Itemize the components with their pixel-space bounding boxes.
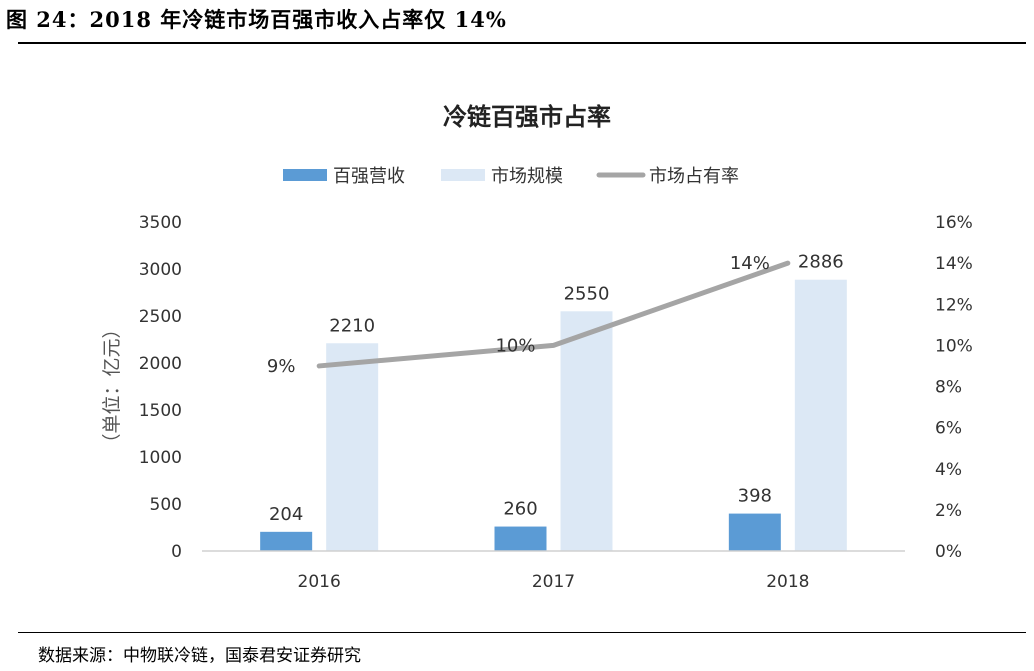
bar-value-label: 260 [503, 499, 537, 520]
y-tick-label: 1500 [139, 401, 182, 421]
figure-title: 图 24：2018 年冷链市场百强市收入占率仅 14% [6, 7, 507, 32]
y2-tick-label: 4% [935, 460, 962, 480]
y-tick-label: 0 [171, 542, 182, 562]
bar-market-size [794, 279, 847, 551]
chart-title: 冷链百强市占率 [443, 103, 611, 131]
share-value-label: 14% [730, 253, 770, 274]
y2-tick-label: 16% [935, 213, 973, 233]
legend-label: 市场占有率 [649, 166, 739, 187]
top-rule [18, 42, 1026, 44]
y2-tick-label: 8% [935, 378, 962, 398]
bar-revenue [494, 526, 547, 551]
legend-label: 百强营收 [333, 166, 405, 187]
bottom-rule [18, 632, 1026, 633]
y2-tick-label: 14% [935, 254, 973, 274]
legend-swatch [283, 169, 327, 181]
bar-market-size [326, 343, 379, 551]
share-value-label: 10% [495, 335, 535, 356]
x-axis: 2016 2017 2018 [202, 550, 905, 592]
legend-label: 市场规模 [491, 166, 563, 187]
y2-tick-label: 6% [935, 419, 962, 439]
bars: 204 2210 260 2550 398 2886 [260, 252, 847, 551]
y2-tick-label: 0% [935, 542, 962, 562]
legend: 百强营收 市场规模 市场占有率 [283, 166, 739, 187]
bar-value-label: 2886 [798, 252, 844, 273]
y-tick-label: 2000 [139, 354, 182, 374]
bar-market-size [560, 311, 613, 551]
y2-tick-label: 10% [935, 336, 973, 356]
bar-value-label: 2210 [329, 315, 375, 336]
y-tick-label: 500 [150, 495, 182, 515]
bar-revenue [260, 531, 313, 551]
y-tick-label: 3500 [139, 213, 182, 233]
y2-tick-label: 12% [935, 295, 973, 315]
share-value-label: 9% [267, 356, 296, 377]
bar-value-label: 398 [738, 486, 772, 507]
x-tick-label: 2016 [298, 572, 341, 592]
x-tick-label: 2017 [532, 572, 575, 592]
y-tick-label: 1000 [139, 448, 182, 468]
y2-tick-label: 2% [935, 501, 962, 521]
share-line-path [316, 260, 791, 369]
share-line: 9% 10% 14% [267, 253, 791, 377]
x-tick-label: 2018 [766, 572, 809, 592]
left-axis: 0 500 1000 1500 2000 2500 3000 3500 [139, 213, 182, 562]
source-note: 数据来源：中物联冷链，国泰君安证券研究 [38, 646, 361, 666]
bar-revenue [728, 513, 781, 551]
bar-value-label: 2550 [564, 283, 610, 304]
y-tick-label: 3000 [139, 260, 182, 280]
legend-swatch [441, 169, 485, 181]
y-axis-label: （单位：亿元） [101, 319, 123, 452]
right-axis: 0% 2% 4% 6% 8% 10% 12% 14% 16% [935, 213, 973, 562]
y-tick-label: 2500 [139, 307, 182, 327]
bar-value-label: 204 [269, 504, 303, 525]
